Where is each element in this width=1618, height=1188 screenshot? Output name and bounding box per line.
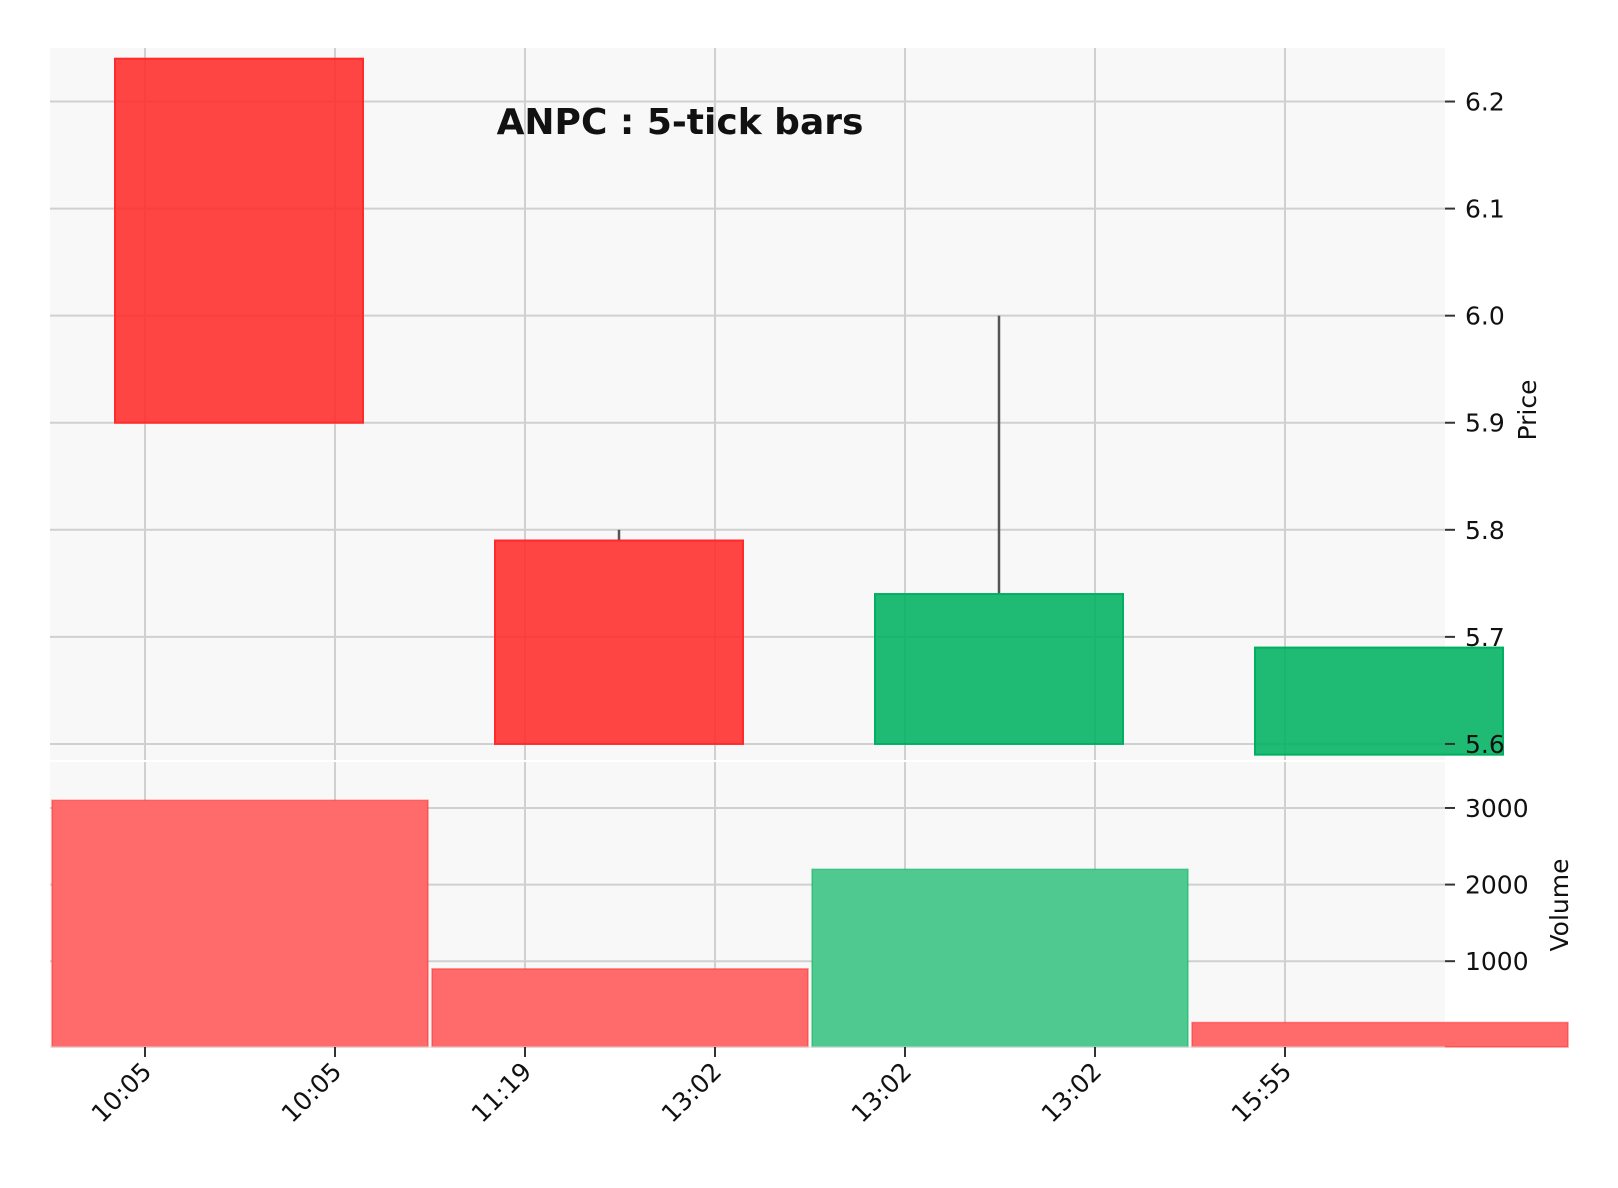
time-tick-label: 11:19 [466,1057,537,1128]
price-tick-label: 6.1 [1465,195,1505,224]
volume-bar [1191,1021,1569,1048]
time-tick-label: 13:02 [1036,1057,1107,1128]
price-tick-label: 6.0 [1465,302,1505,331]
price-tick-label: 6.2 [1465,88,1505,117]
time-tick-label: 10:05 [86,1057,157,1128]
candle-body [114,57,364,424]
price-axis-ticks: 5.6 5.7 5.8 5.9 6.0 6.1 6.2 [1445,88,1505,759]
volume-bars [51,799,1569,1048]
price-tick-label: 5.7 [1465,623,1505,652]
volume-tick-label: 3000 [1465,794,1529,823]
price-tick-label: 5.9 [1465,409,1505,438]
volume-tick-label: 2000 [1465,871,1529,900]
price-tick-label: 5.8 [1465,516,1505,545]
candle-body [494,539,744,745]
volume-bar [811,868,1189,1048]
volume-bar [431,968,809,1048]
chart-title: ANPC : 5-tick bars [497,102,864,143]
volume-bar [51,799,429,1048]
volume-tick-label: 1000 [1465,947,1529,976]
volume-axis-ticks: 1000 2000 3000 [1445,794,1529,976]
price-axis-label: Price [1513,380,1542,441]
time-tick-label: 13:02 [656,1057,727,1128]
time-tick-label: 13:02 [846,1057,917,1128]
time-tick-label: 15:55 [1226,1057,1297,1128]
candle-body [1254,646,1504,756]
time-tick-label: 10:05 [276,1057,347,1128]
time-axis-ticks: 10:05 10:05 11:19 13:02 13:02 13:02 15:55 [86,1047,1297,1128]
candle-body [874,593,1124,745]
volume-axis-label: Volume [1545,859,1574,952]
price-candles [114,57,1504,756]
price-tick-label: 5.6 [1465,730,1505,759]
